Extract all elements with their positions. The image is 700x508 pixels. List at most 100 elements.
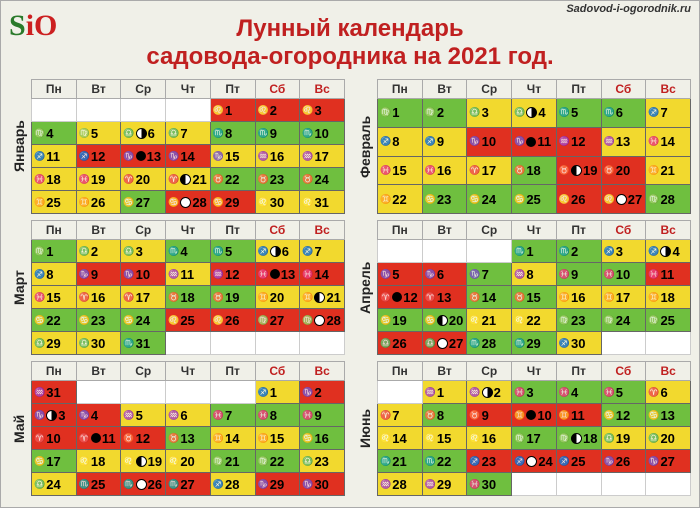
zodiac-icon: ♈ xyxy=(168,174,179,185)
zodiac-icon: ♓ xyxy=(514,387,525,398)
day-cell xyxy=(32,99,77,122)
zodiac-icon: ♊ xyxy=(79,197,90,208)
day-cell: ♍4 xyxy=(32,122,77,145)
day-number: 16 xyxy=(270,149,284,164)
day-number: 27 xyxy=(660,454,674,469)
zodiac-icon: ♐ xyxy=(514,456,525,467)
day-cell: ♏28 xyxy=(467,332,512,355)
day-cell: ♊25 xyxy=(32,191,77,214)
day-cell: ♎7 xyxy=(166,122,211,145)
day-number: 25 xyxy=(180,313,194,328)
day-cell: ♋29 xyxy=(210,191,255,214)
day-number: 23 xyxy=(482,454,496,469)
day-cell: ♒17 xyxy=(300,145,345,168)
day-number: 11 xyxy=(102,431,116,446)
zodiac-icon: ♓ xyxy=(213,410,224,421)
zodiac-icon: ♊ xyxy=(34,197,45,208)
day-number: 1 xyxy=(392,105,399,120)
zodiac-icon: ♏ xyxy=(168,246,179,257)
day-number: 7 xyxy=(314,244,321,259)
day-number: 22 xyxy=(225,172,239,187)
day-cell: ♒12 xyxy=(210,263,255,286)
weekday-header: Ср xyxy=(121,362,166,381)
day-number: 7 xyxy=(482,267,489,282)
day-cell: ♐3 xyxy=(601,240,646,263)
logo-s: S xyxy=(9,9,26,42)
moon-phase-icon xyxy=(526,137,536,147)
day-cell: ♏6 xyxy=(601,99,646,128)
zodiac-icon: ♌ xyxy=(168,456,179,467)
day-cell: ♏26 xyxy=(121,473,166,496)
day-cell: ♊14 xyxy=(210,427,255,450)
day-number: 17 xyxy=(526,431,540,446)
day-number: 22 xyxy=(46,313,60,328)
zodiac-icon: ♈ xyxy=(79,292,90,303)
day-cell: ♈12 xyxy=(378,286,423,309)
zodiac-icon: ♐ xyxy=(34,151,45,162)
zodiac-icon: ♋ xyxy=(604,410,615,421)
day-number: 9 xyxy=(314,408,321,423)
day-number: 6 xyxy=(180,408,187,423)
day-number: 29 xyxy=(437,477,451,492)
zodiac-icon: ♑ xyxy=(213,151,224,162)
day-cell: ♑11 xyxy=(512,127,557,156)
day-cell: ♏27 xyxy=(166,473,211,496)
moon-phase-icon xyxy=(270,246,281,257)
zodiac-icon: ♊ xyxy=(559,292,570,303)
logo-o: O xyxy=(34,9,57,42)
day-number: 15 xyxy=(437,431,451,446)
day-number: 28 xyxy=(192,195,206,210)
moon-phase-icon xyxy=(136,479,147,490)
zodiac-icon: ♋ xyxy=(514,194,525,205)
month-block: МартПнВтСрЧтПтСбВс♍1♎2♎3♏4♏5♐6♐7♐8♑9♑10♒… xyxy=(9,220,345,355)
day-number: 22 xyxy=(437,454,451,469)
zodiac-icon: ♌ xyxy=(213,315,224,326)
moon-phase-icon xyxy=(437,338,448,349)
day-number: 14 xyxy=(225,431,239,446)
zodiac-icon: ♋ xyxy=(123,197,134,208)
day-cell xyxy=(121,99,166,122)
day-cell: ♒13 xyxy=(601,127,646,156)
zodiac-icon: ♒ xyxy=(469,387,480,398)
weekday-header: Сб xyxy=(255,221,300,240)
title-line2: садовода-огородника на 2021 год. xyxy=(1,43,699,71)
day-number: 5 xyxy=(136,408,143,423)
day-number: 1 xyxy=(526,244,533,259)
weekday-header: Пн xyxy=(378,221,423,240)
zodiac-icon: ♎ xyxy=(79,246,90,257)
day-number: 19 xyxy=(392,313,406,328)
day-cell xyxy=(378,240,423,263)
weekday-header: Пн xyxy=(32,362,77,381)
zodiac-icon: ♌ xyxy=(258,105,269,116)
day-cell: ♋24 xyxy=(121,309,166,332)
day-number: 25 xyxy=(660,313,674,328)
weekday-header: Чт xyxy=(166,221,211,240)
day-number: 14 xyxy=(392,431,406,446)
day-number: 7 xyxy=(225,408,232,423)
day-cell: ♑14 xyxy=(166,145,211,168)
zodiac-icon: ♏ xyxy=(213,128,224,139)
day-cell: ♊21 xyxy=(646,156,691,185)
day-cell: ♈6 xyxy=(646,381,691,404)
day-cell: ♐30 xyxy=(556,332,601,355)
weekday-header: Пн xyxy=(32,80,77,99)
zodiac-icon: ♈ xyxy=(123,292,134,303)
day-number: 12 xyxy=(136,431,150,446)
weekday-header: Вт xyxy=(76,221,121,240)
day-cell xyxy=(601,332,646,355)
day-number: 18 xyxy=(180,290,194,305)
day-number: 26 xyxy=(392,336,406,351)
moon-phase-icon xyxy=(392,292,402,302)
zodiac-icon: ♏ xyxy=(123,338,134,349)
zodiac-icon: ♓ xyxy=(604,387,615,398)
zodiac-icon: ♒ xyxy=(380,479,391,490)
weekday-header: Пн xyxy=(378,80,423,99)
day-cell: ♈16 xyxy=(76,286,121,309)
day-cell: ♈21 xyxy=(166,168,211,191)
day-cell xyxy=(210,381,255,404)
zodiac-icon: ♓ xyxy=(258,410,269,421)
site-logo: SiO xyxy=(9,9,57,43)
zodiac-icon: ♋ xyxy=(425,194,436,205)
day-number: 21 xyxy=(660,163,674,178)
zodiac-icon: ♓ xyxy=(425,165,436,176)
